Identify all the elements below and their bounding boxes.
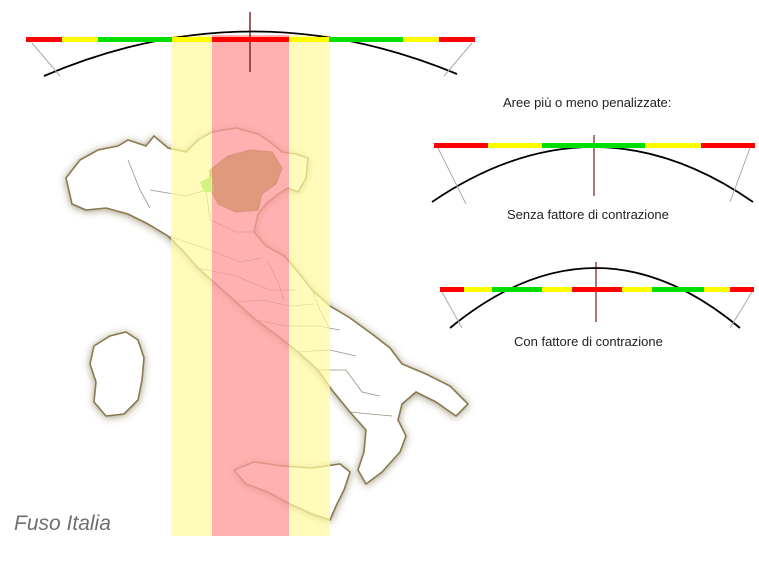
zone-yellow-left — [171, 35, 212, 536]
sardinia — [89, 331, 145, 417]
projection-without-contraction — [431, 135, 755, 205]
caption: Fuso Italia — [14, 512, 111, 535]
secant-line-right — [443, 42, 473, 77]
zone-yellow-right — [289, 35, 330, 536]
band-2 — [440, 287, 754, 292]
arc-1 — [431, 146, 754, 203]
band-1 — [434, 143, 755, 148]
secant-line-1-right — [729, 147, 751, 203]
band-top — [26, 37, 475, 42]
legend-heading-text: Aree più o meno penalizzate: — [503, 95, 672, 110]
projection-top — [26, 12, 475, 77]
label-without-contraction: Senza fattore di contrazione — [507, 207, 669, 222]
zone-strips — [171, 35, 330, 536]
secant-line-1-left — [437, 147, 467, 205]
arc-2 — [449, 267, 741, 329]
projection-with-contraction — [440, 262, 754, 329]
secant-line-2-left — [441, 291, 463, 329]
secant-line-2-right — [729, 291, 753, 329]
zone-red-center — [212, 35, 289, 536]
label-with-contraction: Con fattore di contrazione — [514, 334, 663, 349]
secant-line-left — [31, 42, 61, 77]
arc-top — [43, 30, 458, 77]
